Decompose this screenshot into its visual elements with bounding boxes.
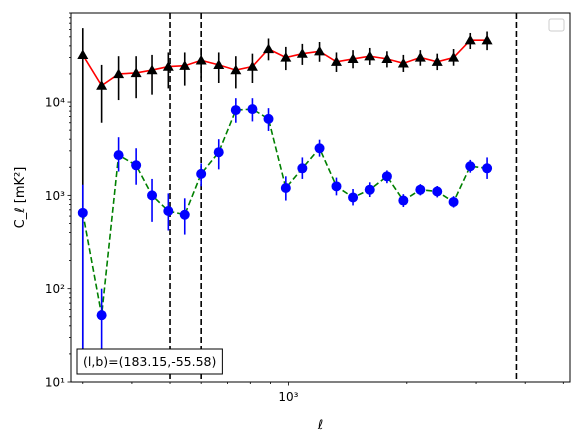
- series-0: [77, 28, 493, 354]
- series-1-marker-12: [280, 182, 291, 193]
- y-tick-label-3: 10⁴: [45, 96, 65, 110]
- series-1-marker-23: [465, 161, 476, 172]
- series-1-marker-4: [147, 190, 158, 201]
- series-1-marker-15: [331, 181, 342, 192]
- y-tick-label-0: 10¹: [45, 376, 65, 390]
- series-0-marker-13: [296, 48, 308, 58]
- annotation-text: (l,b)=(183.15,-55.58): [83, 354, 216, 369]
- y-tick-label-1: 10²: [45, 282, 65, 296]
- series-0-marker-14: [314, 45, 326, 56]
- series-1-marker-5: [163, 205, 174, 216]
- series-0-marker-4: [146, 64, 158, 75]
- series-0-marker-1: [96, 80, 108, 90]
- series-0-marker-11: [263, 43, 275, 54]
- series-1-marker-7: [196, 168, 207, 179]
- series-1-marker-3: [131, 160, 142, 171]
- series-0-marker-9: [230, 64, 242, 75]
- series-0-marker-20: [414, 52, 426, 62]
- series-1: [77, 98, 493, 354]
- series-1-marker-22: [448, 196, 459, 207]
- legend-box: [548, 18, 565, 32]
- series-1-marker-19: [398, 195, 409, 206]
- series-0-marker-15: [330, 56, 342, 66]
- x-axis-label: ℓ: [317, 418, 323, 433]
- annotation-box: [76, 348, 223, 375]
- series-1-marker-16: [348, 192, 359, 203]
- series-1-marker-18: [381, 171, 392, 182]
- series-1-marker-14: [314, 143, 325, 154]
- series-0-marker-12: [280, 52, 292, 62]
- series-1-marker-10: [247, 104, 258, 115]
- series-0-marker-16: [347, 53, 359, 64]
- series-1-marker-13: [297, 163, 308, 174]
- series-0-line: [82, 39, 488, 87]
- series-0-marker-3: [130, 67, 142, 78]
- series-1-marker-8: [213, 147, 224, 158]
- series-1-marker-17: [364, 184, 375, 195]
- series-0-marker-7: [195, 54, 207, 65]
- series-0-marker-17: [364, 50, 376, 61]
- y-axis-label: C_ℓ [mK²]: [13, 167, 28, 229]
- series-1-marker-24: [482, 163, 493, 174]
- series-0-marker-22: [448, 52, 460, 62]
- series-1-marker-21: [432, 186, 443, 197]
- series-0-marker-6: [179, 60, 191, 70]
- series-0-marker-8: [213, 59, 225, 70]
- series-1-marker-0: [77, 207, 88, 218]
- series-0-marker-21: [431, 56, 443, 66]
- data-layer: [77, 13, 518, 382]
- series-1-line: [81, 108, 488, 316]
- y-tick-label-2: 10³: [45, 189, 65, 203]
- series-1-marker-11: [263, 113, 274, 124]
- series-0-marker-19: [397, 57, 409, 68]
- series-1-marker-6: [179, 209, 190, 220]
- plot-root: 10¹ 10² 10³ 10⁴ 10³ ℓ C_ℓ [mK²] (l,b)=(183.15,-…: [13, 12, 571, 433]
- series-0-marker-10: [246, 61, 258, 71]
- x-tick-label-0: 10³: [278, 390, 298, 404]
- series-1-marker-9: [230, 105, 241, 116]
- series-0-marker-23: [464, 34, 476, 45]
- series-0-marker-0: [77, 49, 89, 60]
- plot-frame: [70, 12, 571, 383]
- series-0-marker-5: [162, 61, 174, 71]
- series-0-marker-24: [481, 34, 493, 45]
- series-1-marker-20: [415, 184, 426, 195]
- series-1-marker-2: [113, 150, 124, 161]
- series-0-marker-18: [381, 53, 393, 64]
- series-0-marker-2: [113, 68, 125, 79]
- series-1-marker-1: [96, 310, 107, 321]
